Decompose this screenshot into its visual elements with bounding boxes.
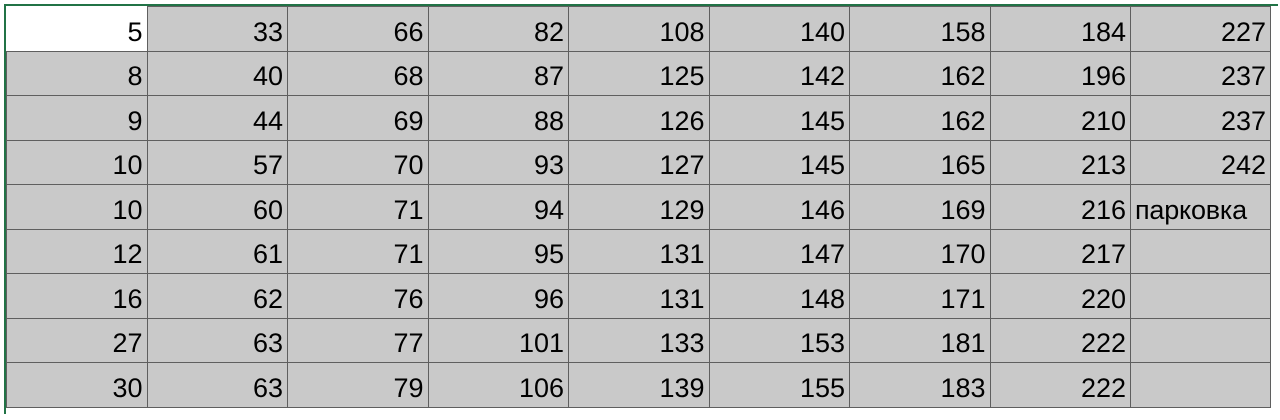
table-cell[interactable]: 61 <box>146 228 288 274</box>
table-cell[interactable]: 16 <box>6 273 148 319</box>
table-cell[interactable]: 196 <box>989 50 1131 96</box>
table-cell[interactable]: 125 <box>568 50 710 96</box>
table-cell[interactable]: 142 <box>708 50 850 96</box>
table-cell[interactable]: 171 <box>849 273 991 319</box>
table-cell[interactable]: 79 <box>287 362 429 408</box>
table-row: 16 62 76 96 131 148 171 220 <box>6 273 1271 319</box>
table-cell[interactable]: 220 <box>989 273 1131 319</box>
table-cell[interactable]: 181 <box>849 317 991 363</box>
table-cell[interactable]: 76 <box>287 273 429 319</box>
table-cell[interactable]: 82 <box>427 6 569 52</box>
empty-cell[interactable] <box>1130 362 1271 408</box>
table-cell[interactable]: 131 <box>568 273 710 319</box>
table-cell[interactable]: 94 <box>427 184 569 230</box>
sheet-frame <box>4 4 1278 414</box>
table-cell[interactable]: 140 <box>708 6 850 52</box>
table-cell[interactable]: 222 <box>989 317 1131 363</box>
table-cell[interactable]: 139 <box>568 362 710 408</box>
table-cell[interactable]: 145 <box>708 95 850 141</box>
table-cell[interactable]: 213 <box>989 139 1131 185</box>
table-cell[interactable]: 153 <box>708 317 850 363</box>
sheet-body: 5 33 66 82 108 140 158 184 227 8 40 68 8… <box>6 6 1271 408</box>
table-cell[interactable]: 158 <box>849 6 991 52</box>
table-row: 12 61 71 95 131 147 170 217 <box>6 228 1271 274</box>
table-cell[interactable]: 162 <box>849 95 991 141</box>
table-cell[interactable]: 127 <box>568 139 710 185</box>
table-cell[interactable]: 57 <box>146 139 288 185</box>
table-cell[interactable]: 70 <box>287 139 429 185</box>
table-cell[interactable]: 133 <box>568 317 710 363</box>
table-cell[interactable]: 101 <box>427 317 569 363</box>
table-row: 9 44 69 88 126 145 162 210 237 <box>6 95 1271 141</box>
table-cell[interactable]: 30 <box>6 362 148 408</box>
table-cell[interactable]: 68 <box>287 50 429 96</box>
table-cell[interactable]: 165 <box>849 139 991 185</box>
table-cell[interactable]: 237 <box>1130 95 1271 141</box>
table-cell[interactable]: 216 <box>989 184 1131 230</box>
table-cell[interactable]: 131 <box>568 228 710 274</box>
table-cell[interactable]: 66 <box>287 6 429 52</box>
table-cell[interactable]: 95 <box>427 228 569 274</box>
table-cell[interactable]: 10 <box>6 139 148 185</box>
table-cell[interactable]: 9 <box>6 95 148 141</box>
table-cell[interactable]: 88 <box>427 95 569 141</box>
table-cell[interactable]: 162 <box>849 50 991 96</box>
table-cell[interactable]: 147 <box>708 228 850 274</box>
empty-cell[interactable] <box>1130 228 1271 274</box>
table-cell[interactable]: 217 <box>989 228 1131 274</box>
table-cell[interactable]: 44 <box>146 95 288 141</box>
table-row: 8 40 68 87 125 142 162 196 237 <box>6 50 1271 96</box>
table-cell[interactable]: 63 <box>146 317 288 363</box>
table-cell[interactable]: 108 <box>568 6 710 52</box>
table-cell[interactable]: 10 <box>6 184 148 230</box>
table-cell[interactable]: 227 <box>1130 6 1271 52</box>
table-cell[interactable]: 12 <box>6 228 148 274</box>
active-cell[interactable]: 5 <box>6 6 148 52</box>
empty-cell[interactable] <box>1130 317 1271 363</box>
table-cell[interactable]: 184 <box>989 6 1131 52</box>
table-cell[interactable]: 8 <box>6 50 148 96</box>
table-cell[interactable]: 87 <box>427 50 569 96</box>
table-row: 10 57 70 93 127 145 165 213 242 <box>6 139 1271 185</box>
table-cell[interactable]: 242 <box>1130 139 1271 185</box>
table-cell[interactable]: 155 <box>708 362 850 408</box>
table-cell[interactable]: 126 <box>568 95 710 141</box>
table-row: 5 33 66 82 108 140 158 184 227 <box>6 6 1271 52</box>
table-cell[interactable]: 222 <box>989 362 1131 408</box>
table-row: 30 63 79 106 139 155 183 222 <box>6 362 1271 408</box>
table-cell[interactable]: 62 <box>146 273 288 319</box>
table-cell[interactable]: 96 <box>427 273 569 319</box>
table-row: 10 60 71 94 129 146 169 216 парковка <box>6 184 1271 230</box>
table-cell[interactable]: 148 <box>708 273 850 319</box>
parking-text-cell[interactable]: парковка <box>1130 184 1271 230</box>
table-cell[interactable]: 146 <box>708 184 850 230</box>
table-cell[interactable]: 106 <box>427 362 569 408</box>
empty-cell[interactable] <box>1130 273 1271 319</box>
table-row: 27 63 77 101 133 153 181 222 <box>6 317 1271 363</box>
table-cell[interactable]: 33 <box>146 6 288 52</box>
table-cell[interactable]: 69 <box>287 95 429 141</box>
table-cell[interactable]: 71 <box>287 228 429 274</box>
table-cell[interactable]: 210 <box>989 95 1131 141</box>
table-cell[interactable]: 93 <box>427 139 569 185</box>
table-cell[interactable]: 237 <box>1130 50 1271 96</box>
table-cell[interactable]: 63 <box>146 362 288 408</box>
table-cell[interactable]: 40 <box>146 50 288 96</box>
table-cell[interactable]: 60 <box>146 184 288 230</box>
table-cell[interactable]: 145 <box>708 139 850 185</box>
table-cell[interactable]: 169 <box>849 184 991 230</box>
table-cell[interactable]: 71 <box>287 184 429 230</box>
table-cell[interactable]: 27 <box>6 317 148 363</box>
spreadsheet-grid: 5 33 66 82 108 140 158 184 227 8 40 68 8… <box>6 6 1271 408</box>
table-cell[interactable]: 170 <box>849 228 991 274</box>
table-cell[interactable]: 129 <box>568 184 710 230</box>
table-cell[interactable]: 183 <box>849 362 991 408</box>
table-cell[interactable]: 77 <box>287 317 429 363</box>
